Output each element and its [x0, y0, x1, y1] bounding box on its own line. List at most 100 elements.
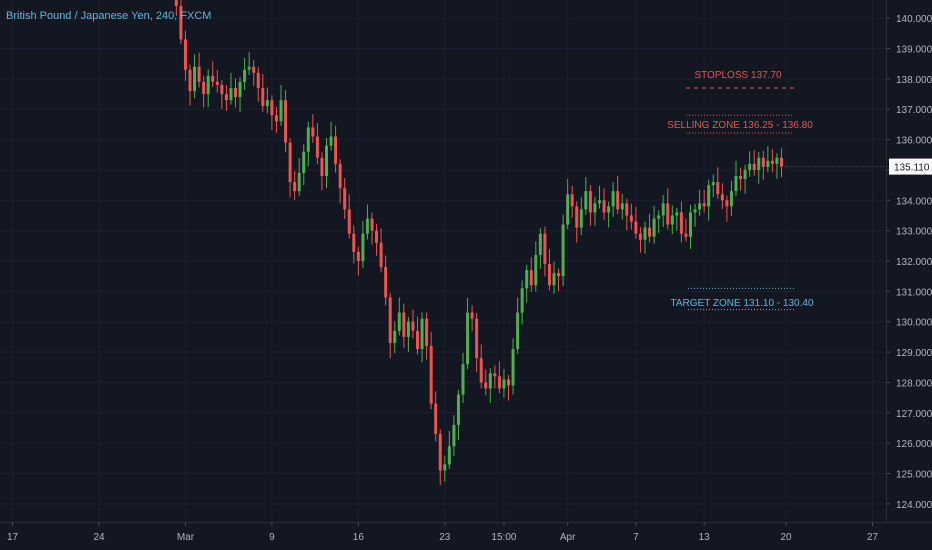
candle-body [638, 233, 642, 240]
x-tick-label: Apr [560, 532, 576, 543]
candle-up [661, 195, 665, 227]
candle-body [315, 136, 319, 158]
candle-body [247, 66, 251, 70]
candle-down [311, 114, 315, 143]
candle-down [320, 152, 324, 191]
candle-down [507, 374, 510, 401]
candle-body [502, 379, 506, 389]
candle-body [497, 376, 501, 389]
candle-down [547, 249, 551, 291]
candle-up [734, 160, 738, 196]
candle-up [657, 210, 661, 234]
candle-body [593, 203, 597, 213]
candle-down [679, 201, 683, 243]
candle-down [529, 257, 533, 292]
candle-up [675, 207, 679, 231]
candle-body [393, 330, 397, 343]
candle-up [511, 338, 515, 395]
candle-body [511, 349, 515, 386]
candle-body [752, 163, 756, 170]
candle-body [193, 66, 197, 91]
candle-down [416, 316, 419, 355]
candle-body [416, 330, 419, 350]
candle-down [616, 176, 620, 214]
candle-up [247, 52, 251, 75]
candle-down [479, 344, 483, 389]
candle-up [325, 138, 328, 189]
candle-up [420, 312, 424, 363]
candle-body [352, 233, 356, 252]
candle-down [484, 369, 488, 396]
candle-body [766, 160, 770, 167]
candle-body [434, 403, 438, 435]
candle-body [238, 81, 242, 98]
candle-body [384, 267, 388, 298]
candle-body [188, 69, 192, 91]
candle-up [365, 204, 369, 240]
candle-body [179, 6, 183, 40]
y-tick-label: 130.000 [896, 318, 932, 329]
x-tick-label: 24 [93, 532, 105, 543]
candle-up [566, 179, 570, 230]
x-tick-label: 16 [353, 532, 365, 543]
candle-up [552, 261, 556, 294]
candle-down [739, 167, 743, 191]
candle-down [284, 90, 288, 153]
candle-down [575, 201, 579, 243]
candle-down [179, 0, 183, 44]
candle-body [743, 169, 747, 180]
candle-up [302, 144, 306, 186]
candle-body [725, 200, 729, 207]
candle-up [361, 220, 365, 268]
candle-down [770, 149, 774, 172]
candle-body [411, 321, 415, 331]
candle-down [352, 225, 356, 264]
candle-body [729, 191, 733, 207]
stoploss-label: STOPLOSS 137.70 [694, 70, 782, 81]
candle-body [206, 75, 210, 95]
candle-down [234, 78, 237, 108]
candle-down [288, 138, 292, 198]
y-tick-label: 133.000 [896, 227, 932, 238]
candle-up [579, 196, 583, 235]
candle-body [516, 312, 520, 350]
axes: 124.000 125.000 126.000 127.000 128.000 129.0… [7, 14, 932, 543]
y-tick-label: 131.000 [896, 287, 932, 298]
candle-body [379, 242, 383, 268]
candle-body [402, 312, 406, 337]
y-tick-label: 134.000 [896, 196, 932, 207]
candle-body [329, 136, 333, 146]
candle-down [183, 30, 187, 81]
candle-down [270, 95, 274, 130]
x-tick-label: 7 [633, 532, 639, 543]
candle-body [538, 233, 542, 255]
x-tick-label: 27 [867, 532, 879, 543]
candle-body [215, 81, 219, 85]
candle-body [675, 212, 679, 216]
x-tick-label: Mar [177, 532, 195, 543]
candle-body [452, 424, 456, 447]
candle-body [575, 206, 579, 228]
y-tick-label: 125.000 [896, 470, 932, 481]
candle-body [347, 209, 351, 234]
candle-body [484, 382, 488, 389]
candle-body [679, 212, 683, 234]
candle-up [393, 321, 397, 354]
candle-down [375, 223, 379, 256]
candle-down [629, 203, 633, 230]
candle-body [670, 215, 674, 225]
candle-body [566, 194, 570, 225]
candle-body [775, 157, 779, 164]
candle-up [711, 174, 715, 198]
candle-up [447, 431, 451, 469]
candle-up [707, 179, 711, 221]
candle-body [256, 72, 260, 88]
candle-body [356, 251, 360, 261]
candle-body [611, 191, 615, 207]
candle-body [456, 394, 460, 425]
candle-body [252, 66, 256, 73]
candle-body [684, 233, 688, 237]
candle-body [570, 194, 574, 207]
